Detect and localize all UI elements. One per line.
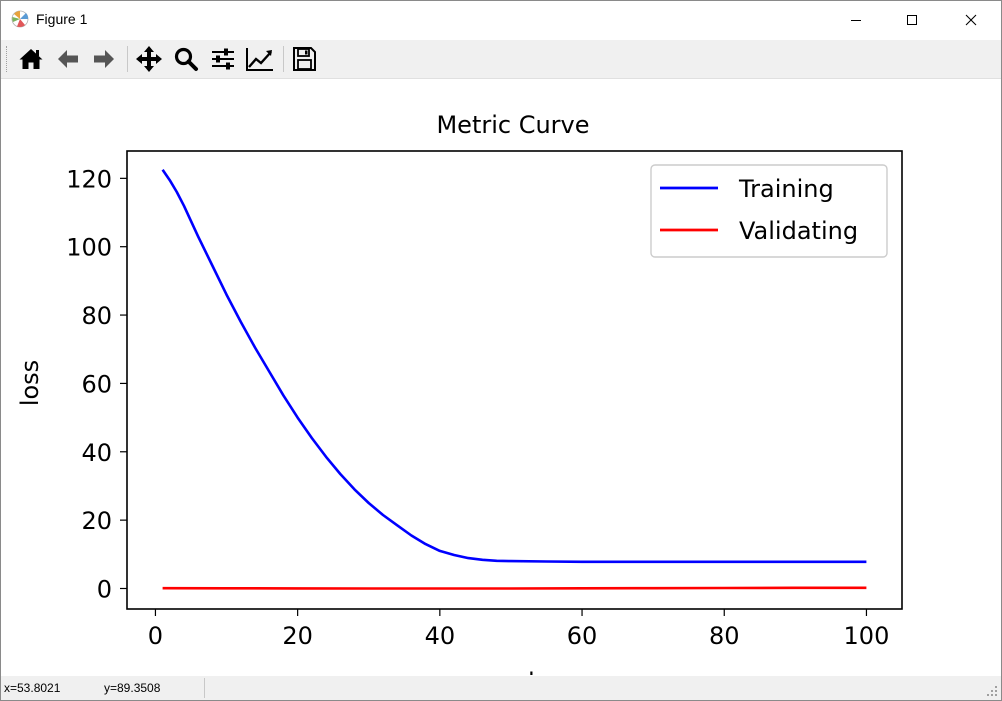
- move-icon: [136, 46, 162, 72]
- y-tick-label: 120: [66, 165, 112, 193]
- maximize-icon: [907, 15, 917, 25]
- title-bar[interactable]: Figure 1: [1, 1, 1001, 39]
- figure-canvas[interactable]: Metric Curve 0 20 40 60 80 100 0 20 40 60 80 100 120…: [1, 79, 1001, 675]
- arrow-right-icon: [94, 50, 114, 68]
- series-lines: [161, 169, 867, 590]
- y-tick-label: 40: [81, 439, 112, 467]
- line-chart-icon: [246, 48, 273, 71]
- y-tick-label: 0: [97, 575, 112, 603]
- legend-label-validating: Validating: [739, 217, 858, 245]
- save-button[interactable]: [288, 44, 320, 74]
- toolbar-grip[interactable]: [6, 46, 10, 72]
- x-tick-label: 0: [148, 622, 163, 650]
- configure-subplots-button[interactable]: [207, 44, 239, 74]
- chart[interactable]: Metric Curve 0 20 40 60 80 100 0 20 40 60 80 100 120…: [1, 79, 1001, 675]
- close-icon: [965, 14, 977, 26]
- zoom-button[interactable]: [170, 44, 202, 74]
- floppy-disk-icon: [293, 47, 316, 71]
- series-line-training: [161, 169, 867, 564]
- minimize-icon: [851, 20, 861, 21]
- x-tick-label: 40: [425, 622, 456, 650]
- forward-button[interactable]: [88, 44, 120, 74]
- cursor-y-readout: y=89.3508: [104, 681, 161, 695]
- back-button[interactable]: [52, 44, 84, 74]
- maximize-button[interactable]: [883, 1, 941, 39]
- legend-label-training: Training: [738, 175, 834, 203]
- x-axis-label: epochs: [470, 668, 556, 675]
- status-bar: x=53.8021 y=89.3508: [1, 676, 1001, 700]
- pan-button[interactable]: [133, 44, 165, 74]
- close-button[interactable]: [942, 1, 1000, 39]
- y-axis-label: loss: [16, 360, 44, 406]
- window-title: Figure 1: [36, 11, 88, 27]
- toolbar-separator: [127, 46, 128, 72]
- x-tick-label: 80: [709, 622, 740, 650]
- sliders-icon: [212, 48, 234, 70]
- y-tick-label: 60: [81, 370, 112, 398]
- matplotlib-app-icon: [11, 10, 29, 28]
- x-tick-label: 60: [567, 622, 598, 650]
- navigation-toolbar: [1, 40, 1001, 79]
- legend: Training Validating: [650, 164, 888, 258]
- home-button[interactable]: [15, 44, 47, 74]
- resize-grip-icon[interactable]: [985, 684, 999, 698]
- chart-title: Metric Curve: [436, 111, 589, 139]
- x-tick-label: 20: [282, 622, 313, 650]
- arrow-left-icon: [58, 50, 78, 68]
- home-icon: [19, 49, 43, 69]
- toolbar-separator: [283, 46, 284, 72]
- minimize-button[interactable]: [827, 1, 885, 39]
- magnifier-icon: [174, 47, 198, 71]
- cursor-x-readout: x=53.8021: [4, 681, 61, 695]
- y-tick-label: 20: [81, 507, 112, 535]
- status-separator: [204, 678, 205, 698]
- edit-axis-button[interactable]: [244, 44, 276, 74]
- axis-ticks: 0 20 40 60 80 100 0 20 40 60 80 100 120: [66, 165, 889, 650]
- series-line-validating: [162, 586, 867, 590]
- x-tick-label: 100: [844, 622, 890, 650]
- axes-frame: [126, 150, 903, 610]
- y-tick-label: 80: [81, 302, 112, 330]
- y-tick-label: 100: [66, 234, 112, 262]
